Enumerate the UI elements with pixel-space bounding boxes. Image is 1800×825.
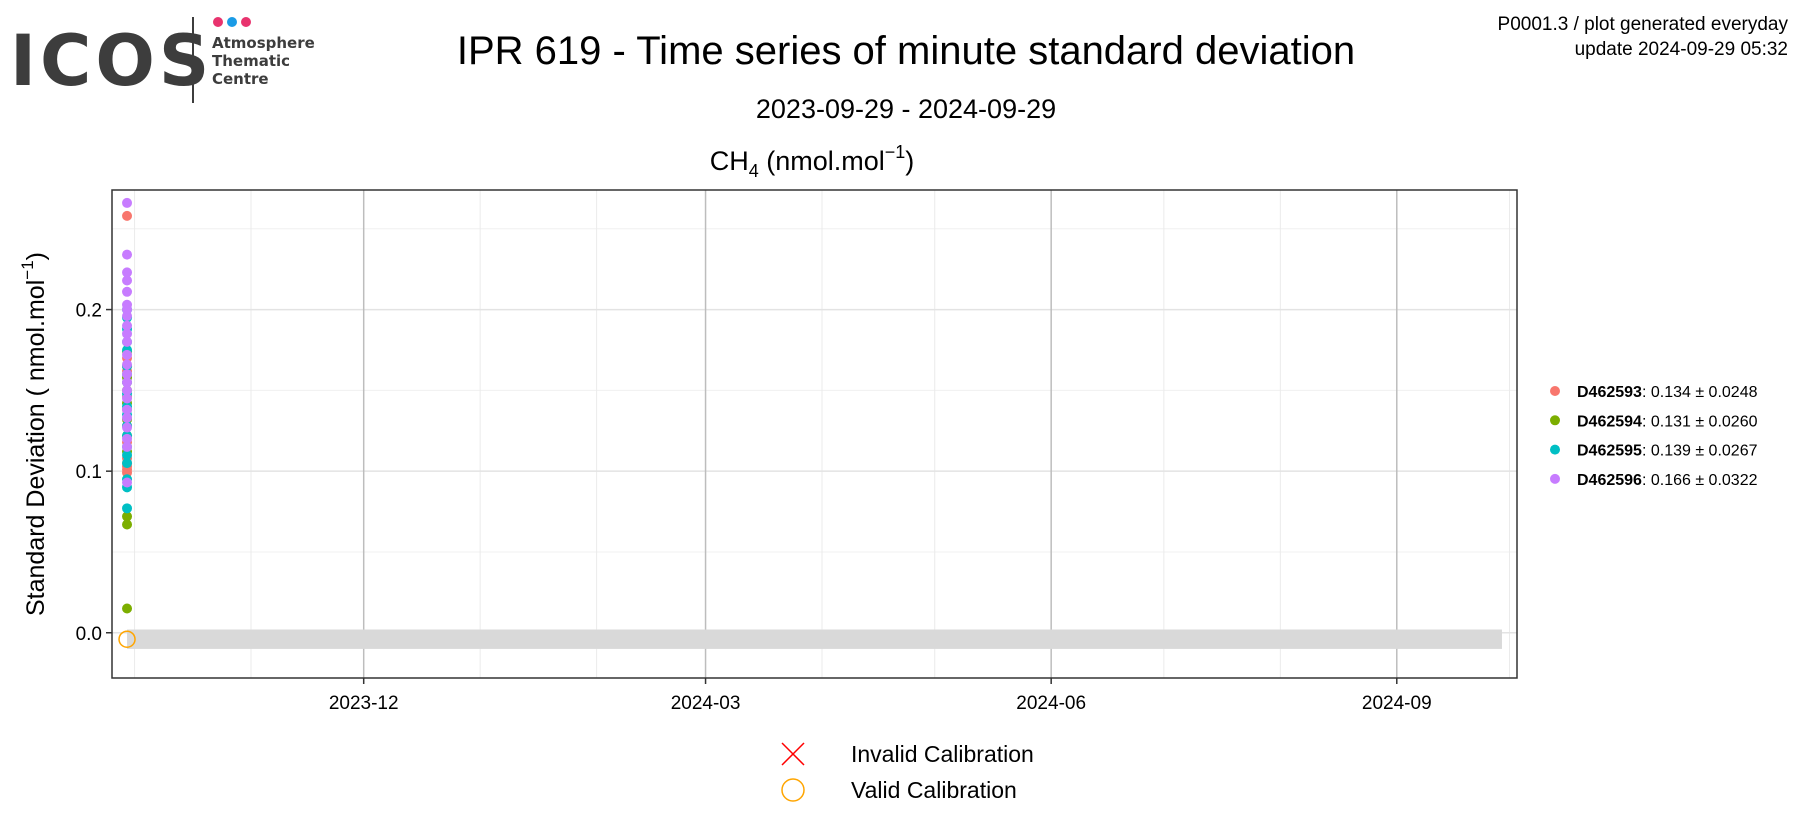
data-point-D462596 [122,349,133,360]
logo-dot [241,17,251,27]
x-tick-label: 2023-12 [329,693,399,714]
legend-marker-D462595 [1550,444,1560,455]
data-point-D462596 [122,328,133,339]
calibration-legend: Invalid Calibration Valid Calibration [781,741,1034,803]
plot-area: 0.0 0.1 0.2 2023-12 2024-03 2024-06 2024-09 [76,189,1518,714]
data-point-D462596 [122,433,133,444]
calibration-legend-label: Invalid Calibration [851,741,1034,767]
y-tick-label: 0.2 [76,301,102,322]
data-point-D462594 [122,603,133,614]
valid-calibration-point [118,630,136,648]
logo-dot [213,17,223,27]
plot-background [112,190,1517,678]
plot-border [111,189,1518,679]
x-tick-label: 2024-09 [1362,693,1432,714]
data-point-D462595 [122,458,133,469]
data-point-D462596 [122,249,133,260]
data-point-D462596 [122,477,133,488]
data-point-D462596 [122,311,133,322]
data-point-D462596 [122,377,133,388]
cross-icon [781,742,805,766]
legend-label-D462596: D462596: 0.166 ± 0.0322 [1577,472,1758,489]
x-tick-label: 2024-03 [671,693,741,714]
chart-subtitle: 2023-09-29 - 2024-09-29 [756,94,1056,124]
uncertainty-band [127,629,1502,649]
data-point-D462596 [122,286,133,297]
y-axis-label: Standard Deviation ( nmol.mol−1) [18,252,50,616]
logo-sub-3: Centre [212,70,269,88]
legend-marker-D462594 [1550,415,1560,426]
logo-divider [192,17,194,103]
circle-icon [781,778,805,802]
data-point-D462596 [122,441,133,452]
series-legend: D462593: 0.134 ± 0.0248 D462594: 0.131 ± … [1550,384,1758,489]
data-point-D462596 [122,404,133,415]
data-point-D462596 [122,393,133,404]
legend-label-D462594: D462594: 0.131 ± 0.0260 [1577,413,1758,430]
icos-logo: ICOS Atmosphere Thematic Centre [10,17,315,103]
y-tick-label: 0.0 [76,624,102,645]
logo-dot [227,17,237,27]
panel-title: CH4 (nmol.mol−1) [710,142,915,181]
data-point-D462596 [122,197,133,208]
data-point-D462596 [122,320,133,331]
data-point-D462596 [122,275,133,286]
legend-marker-D462593 [1550,386,1560,396]
x-tick-label: 2024-06 [1016,693,1086,714]
legend-marker-D462596 [1550,473,1560,484]
data-point-D462596 [122,385,133,396]
data-point-D462594 [122,519,133,530]
chart-title: IPR 619 - Time series of minute standard… [457,29,1355,73]
meta-line-2: update 2024-09-29 05:32 [1575,39,1788,60]
data-point-D462596 [122,359,133,370]
logo-text: ICOS [10,20,213,102]
data-point-D462596 [122,267,133,278]
y-tick-label: 0.1 [76,462,102,483]
data-point-D462596 [122,369,133,380]
meta-line-1: P0001.3 / plot generated everyday [1498,14,1789,35]
logo-sub-1: Atmosphere [212,34,315,52]
data-point-D462595 [122,503,133,514]
data-point-D462596 [122,422,133,433]
calibration-legend-label: Valid Calibration [851,777,1017,803]
logo-sub-2: Thematic [212,52,290,70]
legend-label-D462593: D462593: 0.134 ± 0.0248 [1577,384,1758,401]
data-point-D462596 [122,412,133,423]
data-point-D462595 [122,450,133,461]
data-point-D462593 [122,210,133,221]
data-point-D462596 [122,336,133,347]
legend-label-D462595: D462595: 0.139 ± 0.0267 [1577,443,1758,460]
data-point-D462594 [122,511,133,522]
